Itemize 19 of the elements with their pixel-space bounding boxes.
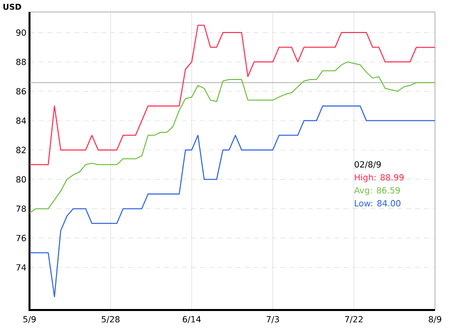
x-tick-label: 5/28 bbox=[102, 316, 120, 324]
y-tick-label: 78 bbox=[16, 206, 26, 212]
x-tick-label: 7/3 bbox=[266, 316, 279, 324]
y-tick-label: 86 bbox=[16, 88, 26, 94]
x-tick-label: 6/14 bbox=[182, 316, 201, 324]
x-tick-label: 8/9 bbox=[428, 316, 442, 324]
text: Low: 84.00 bbox=[354, 200, 400, 206]
y-tick-label: 80 bbox=[16, 176, 26, 183]
y-tick-label: 84 bbox=[16, 117, 26, 124]
x-tick-label: 5/9 bbox=[23, 316, 36, 324]
x-tick-label: 7/22 bbox=[345, 316, 363, 324]
text: Avg: 86.59 bbox=[354, 187, 400, 196]
y-tick-label: 82 bbox=[16, 146, 26, 154]
y-tick-label: 88 bbox=[16, 58, 26, 66]
text: High: 88.99 bbox=[354, 174, 404, 182]
y-tick-label: 76 bbox=[16, 234, 26, 242]
y-tick-label: 90 bbox=[16, 29, 26, 36]
y-tick-label: 74 bbox=[16, 264, 26, 271]
legend-title: 02/8/9 bbox=[354, 161, 381, 168]
